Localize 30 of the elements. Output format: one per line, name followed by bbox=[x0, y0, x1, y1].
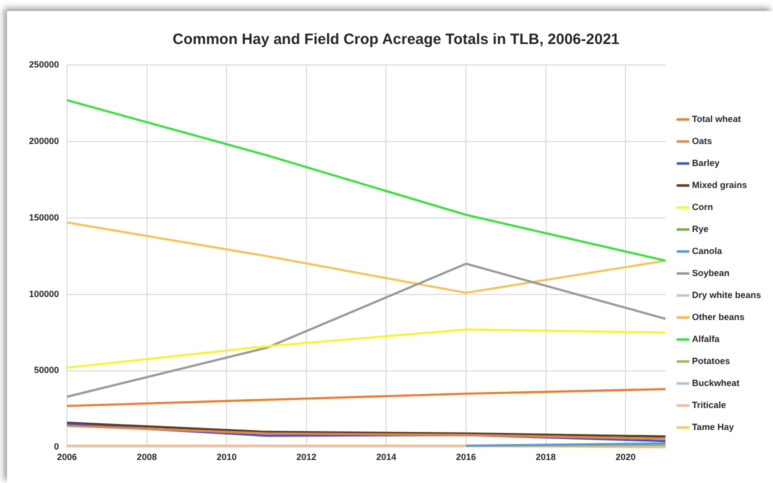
y-tick-label: 250000 bbox=[28, 59, 60, 70]
x-tick-label: 2016 bbox=[456, 452, 476, 462]
legend-label: Dry white beans bbox=[692, 290, 762, 300]
legend-label: Alfalfa bbox=[692, 334, 720, 344]
legend-label: Tame Hay bbox=[692, 422, 734, 432]
legend-label: Total wheat bbox=[692, 114, 741, 124]
y-tick-label: 50000 bbox=[34, 365, 60, 376]
legend-label: Canola bbox=[692, 246, 723, 256]
legend-label: Mixed grains bbox=[692, 180, 747, 190]
chart-title: Common Hay and Field Crop Acreage Totals in TLB, 2006-2021 bbox=[172, 31, 620, 48]
legend-label: Corn bbox=[692, 202, 713, 212]
x-tick-label: 2006 bbox=[57, 452, 78, 462]
legend-label: Potatoes bbox=[692, 356, 730, 366]
legend-label: Soybean bbox=[692, 268, 730, 278]
x-tick-label: 2018 bbox=[536, 452, 556, 462]
y-tick-label: 0 bbox=[54, 442, 60, 452]
legend-label: Buckwheat bbox=[692, 378, 740, 388]
legend-label: Oats bbox=[692, 136, 712, 146]
y-tick-label: 200000 bbox=[28, 136, 60, 146]
legend-label: Barley bbox=[692, 158, 720, 168]
x-tick-label: 2008 bbox=[136, 452, 157, 462]
legend-label: Other beans bbox=[692, 312, 744, 322]
x-tick-label: 2010 bbox=[216, 452, 237, 462]
x-tick-label: 2020 bbox=[616, 452, 636, 462]
y-tick-label: 150000 bbox=[28, 212, 60, 222]
legend-label: Triticale bbox=[692, 400, 726, 410]
y-tick-label: 100000 bbox=[28, 288, 60, 299]
x-tick-label: 2014 bbox=[376, 452, 396, 462]
x-tick-label: 2012 bbox=[296, 452, 316, 462]
legend-label: Rye bbox=[692, 224, 708, 234]
